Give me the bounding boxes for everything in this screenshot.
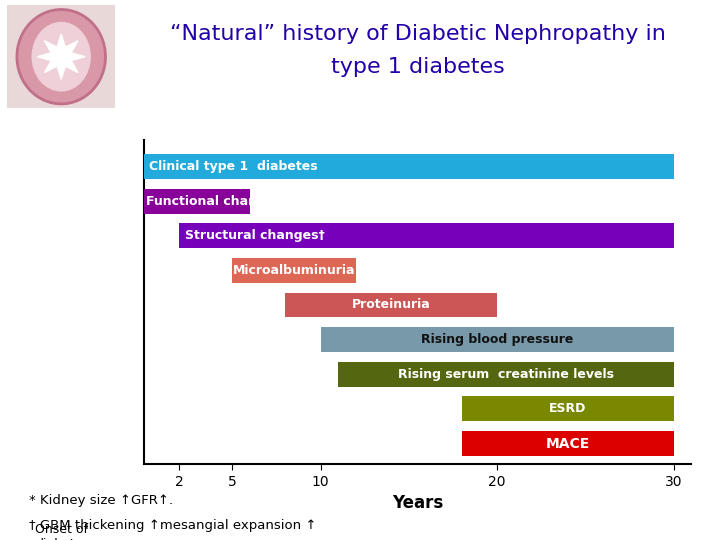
Ellipse shape	[17, 10, 106, 104]
X-axis label: Years: Years	[392, 495, 444, 512]
FancyBboxPatch shape	[338, 362, 673, 387]
Text: Proteinuria: Proteinuria	[352, 299, 431, 312]
FancyBboxPatch shape	[285, 293, 497, 318]
Text: Rising blood pressure: Rising blood pressure	[421, 333, 573, 346]
FancyBboxPatch shape	[144, 154, 673, 179]
Text: “Natural” history of Diabetic Nephropathy in: “Natural” history of Diabetic Nephropath…	[170, 24, 665, 44]
Text: Clinical type 1  diabetes: Clinical type 1 diabetes	[149, 160, 318, 173]
Polygon shape	[37, 34, 85, 79]
Text: Rising serum  creatinine levels: Rising serum creatinine levels	[398, 368, 614, 381]
FancyBboxPatch shape	[233, 258, 356, 283]
FancyBboxPatch shape	[320, 327, 673, 352]
FancyBboxPatch shape	[462, 396, 673, 421]
FancyBboxPatch shape	[144, 188, 250, 213]
Text: Functional changes*: Functional changes*	[145, 194, 288, 207]
Text: Microalbuminuria: Microalbuminuria	[233, 264, 355, 277]
Text: Structural changes†: Structural changes†	[184, 229, 324, 242]
FancyBboxPatch shape	[462, 431, 673, 456]
Text: Onset of
diabetes: Onset of diabetes	[35, 523, 89, 540]
Text: MACE: MACE	[546, 437, 590, 450]
Text: † GBM thickening ↑mesangial expansion ↑: † GBM thickening ↑mesangial expansion ↑	[29, 519, 316, 532]
Ellipse shape	[32, 22, 91, 92]
Text: type 1 diabetes: type 1 diabetes	[330, 57, 505, 77]
Text: ESRD: ESRD	[549, 402, 586, 415]
FancyBboxPatch shape	[179, 223, 673, 248]
Text: * Kidney size ↑GFR↑.: * Kidney size ↑GFR↑.	[29, 494, 173, 507]
